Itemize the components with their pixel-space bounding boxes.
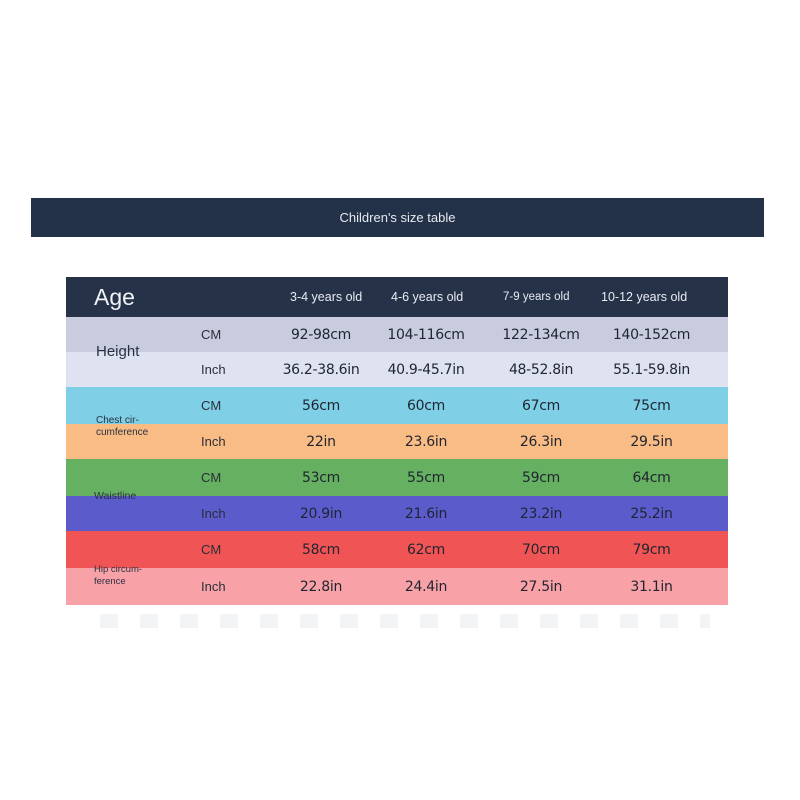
unit-cell: Inch xyxy=(201,362,226,377)
unit-cell: CM xyxy=(201,470,222,485)
group-label-chest: Chest cir-cumference xyxy=(96,415,149,438)
value-cell: 55.1-59.8in xyxy=(613,361,690,378)
value-cell: 55cm xyxy=(407,469,445,486)
column-header-7-9: 7-9 years old xyxy=(503,291,570,303)
group-label-height: Height xyxy=(96,343,140,360)
value-cell: 92-98cm xyxy=(291,326,351,343)
table-row: Inch 20.9in 21.6in 23.2in 25.2in xyxy=(66,496,728,531)
value-cell: 29.5in xyxy=(630,433,673,450)
table-row: Inch 22in 23.6in 26.3in 29.5in xyxy=(66,424,728,459)
faded-text-strip xyxy=(100,614,710,628)
unit-cell: CM xyxy=(201,327,222,342)
group-label-waistline: Waistline xyxy=(94,490,137,502)
value-cell: 23.6in xyxy=(404,433,448,450)
value-cell: 140-152cm xyxy=(612,326,691,343)
value-cell: 67cm xyxy=(522,397,560,414)
value-cell: 25.2in xyxy=(630,505,673,522)
value-cell: 62cm xyxy=(407,541,445,558)
value-cell: 20.9in xyxy=(299,505,343,522)
table-row: CM 92-98cm 104-116cm 122-134cm 140-152cm xyxy=(66,317,728,352)
value-cell: 64cm xyxy=(632,469,671,486)
value-cell: 40.9-45.7in xyxy=(387,361,465,378)
column-header-10-12: 10-12 years old xyxy=(601,290,688,304)
value-cell: 48-52.8in xyxy=(508,361,574,378)
value-cell: 122-134cm xyxy=(502,326,580,343)
table-row: Inch 22.8in 24.4in 27.5in 31.1in xyxy=(66,568,728,605)
size-table-banner: Children's size table xyxy=(31,198,764,237)
unit-cell: CM xyxy=(201,542,222,557)
table-row: CM 53cm 55cm 59cm 64cm xyxy=(66,459,728,496)
banner-title: Children's size table xyxy=(339,210,456,225)
value-cell: 22in xyxy=(306,433,336,450)
unit-cell: CM xyxy=(201,398,222,413)
age-header: Age xyxy=(94,283,135,310)
table-row: Inch 36.2-38.6in 40.9-45.7in 48-52.8in 55.1-… xyxy=(66,352,728,387)
size-table: Age 3-4 years old 4-6 years old 7-9 year… xyxy=(66,277,728,609)
value-cell: 59cm xyxy=(522,469,560,486)
value-cell: 22.8in xyxy=(299,578,343,595)
unit-cell: Inch xyxy=(201,506,226,521)
value-cell: 36.2-38.6in xyxy=(282,361,360,378)
value-cell: 23.2in xyxy=(519,505,563,522)
value-cell: 24.4in xyxy=(404,578,448,595)
value-cell: 27.5in xyxy=(519,578,563,595)
value-cell: 79cm xyxy=(632,541,671,558)
unit-cell: Inch xyxy=(201,579,226,594)
value-cell: 53cm xyxy=(302,469,340,486)
group-label-hip: Hip circum-ference xyxy=(94,564,143,587)
value-cell: 60cm xyxy=(407,397,445,414)
value-cell: 104-116cm xyxy=(387,326,465,343)
table-row: CM 58cm 62cm 70cm 79cm xyxy=(66,531,728,568)
value-cell: 31.1in xyxy=(630,578,673,595)
value-cell: 75cm xyxy=(632,397,671,414)
value-cell: 21.6in xyxy=(404,505,448,522)
value-cell: 26.3in xyxy=(519,433,563,450)
value-cell: 58cm xyxy=(302,541,340,558)
table-header-row: Age 3-4 years old 4-6 years old 7-9 year… xyxy=(66,277,728,317)
table-row: CM 56cm 60cm 67cm 75cm xyxy=(66,387,728,424)
column-header-3-4: 3-4 years old xyxy=(290,290,363,304)
unit-cell: Inch xyxy=(201,434,226,449)
value-cell: 70cm xyxy=(522,541,560,558)
value-cell: 56cm xyxy=(302,397,340,414)
column-header-4-6: 4-6 years old xyxy=(391,290,464,304)
